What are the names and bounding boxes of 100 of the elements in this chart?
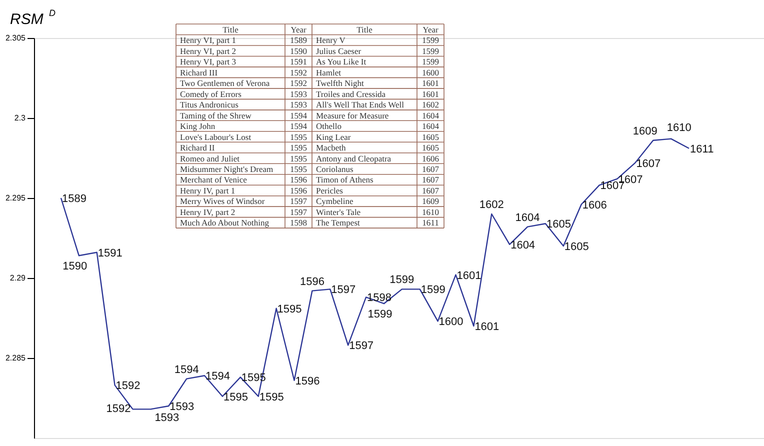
annotation: 1592: [116, 380, 140, 392]
annotation: 1594: [206, 370, 230, 383]
annotation: 1595: [290, 142, 307, 153]
annotation: Romeo and Juliet: [180, 153, 240, 164]
annotation: 1599: [420, 284, 446, 296]
annotation: 1609: [422, 196, 439, 206]
y-tick-label: 2.3: [14, 114, 26, 122]
annotation: 1593: [290, 88, 307, 99]
annotation: 1609: [632, 125, 658, 138]
annotation: 1592: [290, 67, 307, 78]
text: Title: [356, 24, 373, 34]
annotation: 1597: [349, 340, 374, 352]
annotation: 1599: [422, 46, 439, 56]
annotation: Merchant of Venice: [180, 174, 248, 185]
annotation: 1610: [422, 206, 439, 217]
annotation: 1592: [290, 78, 307, 88]
annotation: 1595: [277, 303, 302, 316]
annotation: Midsummer Night's Dream: [180, 164, 274, 174]
annotation: 1595: [290, 132, 307, 142]
annotation: 1595: [290, 153, 307, 164]
annotation: 1607: [422, 185, 439, 196]
annotation: Timon of Athens: [316, 174, 374, 185]
annotation: 1601: [422, 78, 439, 88]
annotation: 1596: [300, 276, 324, 288]
annotation: 1604: [422, 121, 440, 132]
annotation: Titus Andronicus: [180, 100, 238, 110]
annotation: All's Well That Ends Well: [316, 100, 405, 110]
annotation: 1591: [290, 56, 307, 67]
annotation: 1599: [390, 274, 414, 286]
y-tick-label: 2.305: [5, 34, 26, 42]
annotation: 1589: [290, 35, 307, 46]
y-tick-label: 2.295: [5, 194, 26, 202]
annotation: 1597: [290, 196, 307, 206]
annotation: 1606: [582, 199, 607, 212]
text: Year: [422, 24, 438, 34]
annotation: 1594: [290, 110, 308, 120]
annotation: Antony and Cleopatra: [316, 153, 392, 164]
annotation: 1611: [690, 143, 714, 156]
annotation: 1590: [290, 46, 307, 56]
annotation: 1597: [331, 284, 356, 296]
annotation: Macbeth: [316, 142, 346, 153]
annotation: Twelfth Night: [316, 78, 364, 88]
annotation: 1601: [422, 88, 439, 99]
y-tick-label: 2.29: [10, 274, 26, 282]
annotation: Hamlet: [316, 67, 342, 78]
annotation: 1599: [368, 308, 392, 321]
annotation: 1599: [422, 35, 439, 46]
annotation: Love's Labour's Lost: [180, 132, 252, 142]
annotation: 1607: [600, 180, 625, 192]
annotation: 1601: [456, 270, 482, 282]
annotation: 1599: [422, 56, 439, 67]
annotation: Winter's Tale: [316, 206, 361, 217]
annotation: Henry IV, part 1: [180, 185, 236, 196]
annotation: 1593: [170, 401, 194, 413]
annotation: 1605: [422, 132, 439, 142]
annotation: 1590: [62, 260, 88, 273]
annotation: 1600: [422, 67, 439, 78]
annotation: 1596: [295, 375, 320, 388]
annotation: King John: [180, 121, 216, 132]
annotation: Othello: [316, 121, 342, 132]
annotation: 1589: [62, 193, 86, 205]
annotation: 1604: [510, 239, 536, 252]
annotation: 1595: [290, 164, 307, 174]
annotation: 1602: [479, 199, 504, 211]
annotation: 1594: [174, 364, 199, 376]
annotation: 1605: [422, 142, 439, 153]
annotation: 1593: [154, 412, 180, 424]
annotation: 1601: [474, 321, 500, 333]
annotation: Cymbeline: [316, 196, 354, 206]
annotation: 1598: [290, 218, 307, 228]
annotation: 1607: [636, 158, 661, 170]
annotation: 1611: [422, 218, 439, 228]
annotation: Measure for Measure: [316, 110, 389, 120]
annotation: 1596: [290, 185, 307, 196]
annotation: Comedy of Errors: [180, 88, 242, 99]
annotation: Two Gentlemen of Verona: [180, 78, 270, 88]
annotation: Henry VI, part 1: [180, 35, 236, 46]
annotation: 1595: [223, 391, 248, 404]
annotation: 1593: [290, 100, 307, 110]
annotation: 1595: [259, 391, 284, 404]
annotation: King Lear: [316, 132, 351, 142]
annotation: 1591: [98, 247, 122, 260]
annotation: 1610: [666, 122, 692, 134]
annotation: Merry Wives of Windsor: [180, 196, 265, 206]
annotation: 1592: [106, 403, 131, 416]
annotation: Julius Caeser: [316, 46, 362, 56]
annotation: Henry VI, part 2: [180, 46, 236, 56]
annotation: 1607: [422, 174, 439, 185]
annotation: Pericles: [316, 185, 343, 196]
annotation: 1600: [438, 316, 464, 328]
annotation: 1607: [422, 164, 439, 174]
y-tick-label: 2.285: [5, 354, 26, 362]
annotation: 1596: [290, 174, 307, 185]
annotation: 1602: [422, 100, 439, 110]
annotation: Richard II: [180, 142, 215, 153]
text: Year: [290, 24, 306, 34]
annotation: 1605: [564, 241, 589, 253]
annotation: Richard III: [180, 67, 218, 78]
text: Title: [222, 24, 239, 34]
annotation: Troiles and Cressida: [316, 88, 386, 99]
